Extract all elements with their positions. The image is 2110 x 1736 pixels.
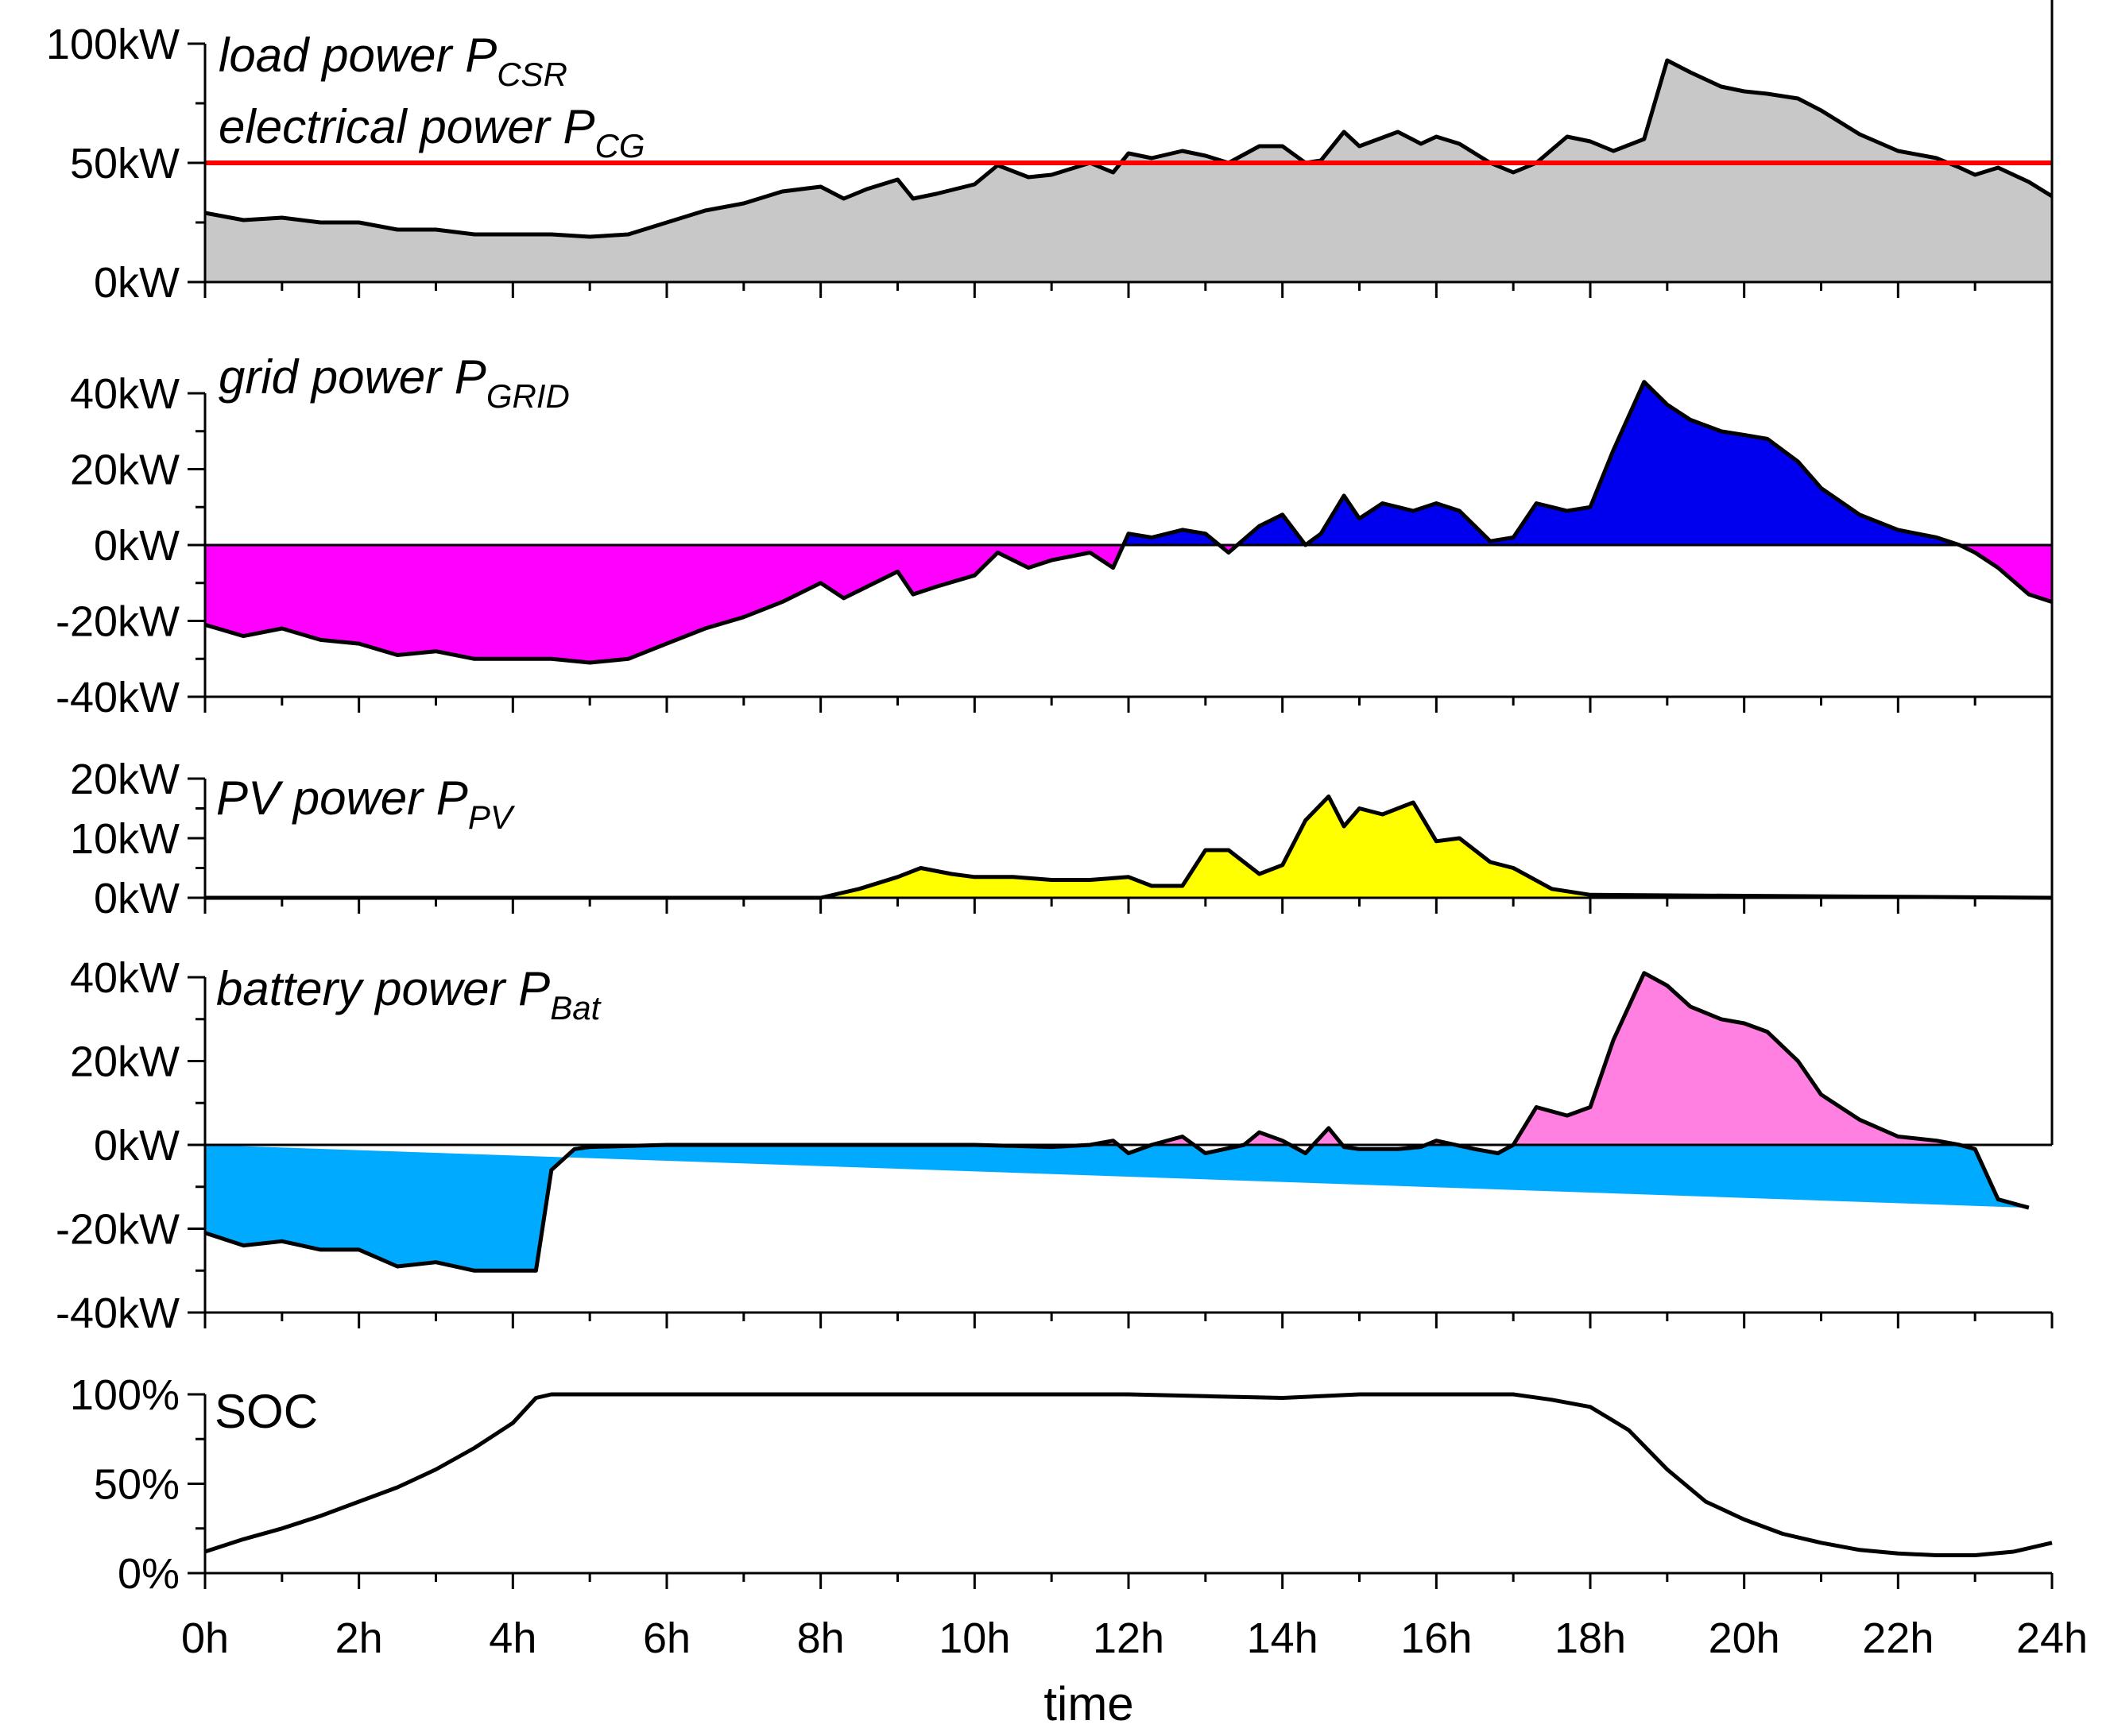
soc-y-tick-label: 50% [94,1461,180,1509]
battery-y-tick-label: -40kW [56,1289,180,1337]
grid-negative-area [205,545,2052,663]
battery-panel-label: battery power PBat [216,962,602,1027]
battery-y-tick-label: 0kW [94,1122,180,1170]
panel-battery: -40kW -20kW 0kW 20kW 40kW battery power PBat [56,0,2054,1337]
x-tick-label: 10h [939,1614,1010,1662]
x-tick-label: 12h [1093,1614,1164,1662]
grid-y-tick-label: -20kW [56,598,180,646]
pv-series-line [205,795,2053,900]
load-positive-area [205,60,2052,282]
pv-y-tick-label: 0kW [94,875,180,922]
soc-y-tick-label: 0% [118,1550,180,1598]
battery-y-tick-label: -20kW [56,1206,180,1254]
soc-panel-label: SOC [215,1385,318,1438]
load-y-tick-label: 0kW [94,259,180,307]
x-tick-label: 18h [1554,1614,1626,1662]
x-tick-label: 8h [797,1614,845,1662]
pv-y-tick-label: 10kW [70,815,180,863]
panel-grid: -40kW -20kW 0kW 20kW 40kW grid power PGRID [56,350,2054,721]
load-panel-label: load power PCSR [219,29,567,93]
pv-panel-label: PV power PPV [216,771,516,836]
panel-load: 0kW 50kW 100kW load power PCSR electrical po… [46,21,2054,307]
battery-negative-area [205,1145,2029,1271]
panels-layer: 0kW 50kW 100kW load power PCSR electrical po… [46,0,2054,1598]
grid-positive-area [205,381,2052,545]
x-tick-label: 4h [489,1614,536,1662]
x-axis: 0h 2h 4h 6h 8h 10h 12h 14h 16h 18h 20h 22h 24h [181,1614,2088,1662]
x-tick-label: 20h [1709,1614,1780,1662]
grid-series-line [204,380,2053,665]
load-y-tick-label: 50kW [70,140,180,188]
x-tick-label: 16h [1400,1614,1472,1662]
grid-y-tick-label: 20kW [70,447,180,494]
pv-y-tick-label: 20kW [70,756,180,803]
x-tick-label: 0h [181,1614,229,1662]
x-tick-label: 22h [1862,1614,1934,1662]
soc-series-line [204,1392,2053,1557]
grid-y-tick-label: 40kW [70,370,180,418]
x-tick-label: 2h [335,1614,383,1662]
grid-y-tick-label: 0kW [94,522,180,570]
grid-panel-label: grid power PGRID [219,350,570,415]
battery-series-line [204,971,2030,1273]
load-panel-label-2: electrical power PCG [219,100,645,164]
soc-y-tick-label: 100% [70,1371,180,1419]
panel-soc: 0% 50% 100% SOC [70,1371,2054,1598]
x-axis-title: time [1043,1677,1133,1730]
x-tick-label: 6h [643,1614,691,1662]
battery-y-tick-label: 20kW [70,1038,180,1086]
grid-y-tick-label: -40kW [56,674,180,721]
x-tick-label: 24h [2016,1614,2088,1662]
battery-y-tick-label: 40kW [70,954,180,1002]
x-tick-label: 14h [1247,1614,1318,1662]
load-y-tick-label: 100kW [46,21,180,68]
panel-pv: 0kW 10kW 20kW PV power PPV [70,756,2054,922]
